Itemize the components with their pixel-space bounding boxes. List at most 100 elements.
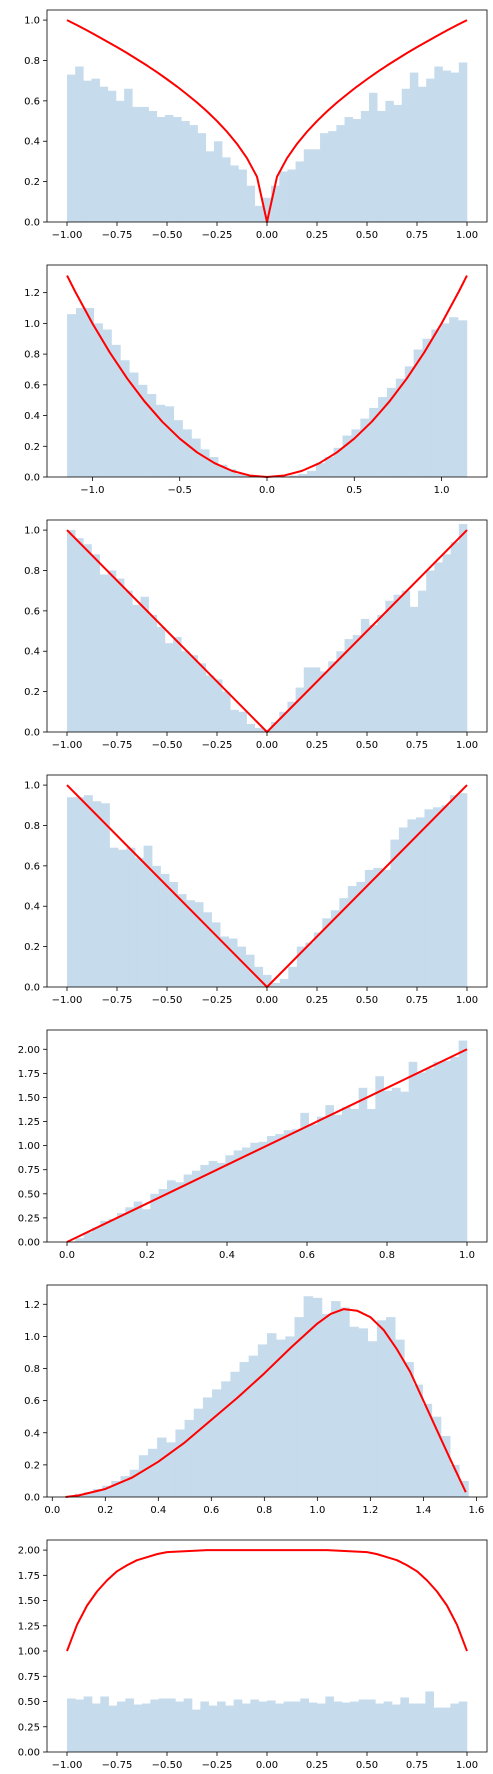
y-tick-label: 0.2 <box>24 177 40 188</box>
y-tick-label: 1.75 <box>18 1069 40 1080</box>
histogram-bar <box>115 578 125 732</box>
histogram-bar <box>425 1691 434 1752</box>
subplot-7: −1.00 −0.75 −0.50 −0.25 0.00 0.25 0.50 0.75 1.00… <box>18 1539 488 1771</box>
y-tick-label: 0.2 <box>24 942 40 953</box>
histogram-bar <box>212 1389 222 1497</box>
x-tick-label: 1.00 <box>456 1760 478 1771</box>
histogram-bar <box>392 1087 401 1242</box>
histogram-bar <box>367 1341 378 1497</box>
histogram-bar <box>150 1193 159 1242</box>
y-tick-label: 0.00 <box>18 1238 40 1249</box>
histogram-bar <box>306 470 317 477</box>
histogram-bar <box>417 1703 426 1752</box>
x-tick-label: 1.0 <box>434 485 450 496</box>
histogram-bar <box>75 1238 84 1242</box>
histogram-bar <box>303 667 313 732</box>
histogram-bar <box>254 205 264 222</box>
histogram-bar <box>208 1161 218 1242</box>
histogram-bars <box>75 1040 468 1242</box>
histogram-bar <box>344 639 354 732</box>
histogram-bar <box>250 1699 259 1752</box>
x-tick-label: 0.0 <box>44 1505 60 1516</box>
histogram-bar <box>308 1124 318 1242</box>
y-tick-label: 1.2 <box>24 288 40 299</box>
histogram-bar <box>449 317 459 477</box>
x-tick-label: 0.0 <box>59 1250 75 1261</box>
histogram-bar <box>111 1480 121 1497</box>
x-tick-label: 0.6 <box>299 1250 315 1261</box>
histogram-bar <box>322 918 332 987</box>
histogram-bar <box>422 1403 433 1497</box>
histogram-bar <box>342 435 352 477</box>
histogram-bar <box>140 106 149 222</box>
histogram-bar <box>350 1109 359 1242</box>
histogram-bar <box>294 1317 304 1497</box>
histogram-bar <box>413 1384 423 1497</box>
histogram-bar <box>325 1105 334 1242</box>
histogram-bar <box>271 982 281 987</box>
histogram-bar <box>342 1107 351 1242</box>
histogram-bar <box>279 978 289 987</box>
histogram-bar <box>192 1170 201 1242</box>
histogram-bar <box>283 1701 293 1752</box>
axes-frame <box>46 1029 488 1243</box>
histogram-bar <box>331 1301 341 1497</box>
histogram-bar <box>267 1700 276 1752</box>
x-tick-label: 0.75 <box>406 230 428 241</box>
histogram-bar <box>369 407 379 477</box>
y-tick-label: 0.25 <box>18 1722 40 1733</box>
histogram-bar <box>233 1150 243 1242</box>
x-tick-label: −0.75 <box>102 740 133 751</box>
histogram-bar <box>321 1313 332 1497</box>
histogram-bar <box>200 1164 209 1242</box>
y-tick-label: 1.0 <box>24 16 40 27</box>
histogram-bar <box>230 1371 240 1497</box>
histogram-bar <box>117 1701 126 1752</box>
histogram-bar <box>160 873 170 987</box>
histogram-bar <box>205 675 215 732</box>
density-curve <box>66 1549 468 1652</box>
histogram-bar <box>311 149 321 222</box>
histogram-bar <box>102 1485 112 1497</box>
histogram-bar <box>442 1060 451 1242</box>
histogram-bar <box>360 110 370 222</box>
x-tick-label: 1.6 <box>468 1505 484 1516</box>
subplot-1: −1.00 −0.75 −0.50 −0.25 0.00 0.25 0.50 0.75 1.00… <box>24 9 488 241</box>
density-curve <box>65 1308 467 1498</box>
x-tick-label: 0.6 <box>203 1505 219 1516</box>
histogram-bar <box>189 125 198 222</box>
histogram-bar <box>440 1435 451 1497</box>
histogram-bar <box>99 86 109 222</box>
y-tick-label: 0.75 <box>18 1165 40 1176</box>
histogram-bar <box>383 1090 393 1242</box>
histogram-bar <box>156 627 166 732</box>
histogram-bar <box>237 946 247 987</box>
y-tick-label: 0.50 <box>18 1189 40 1200</box>
histogram-bar <box>358 1328 369 1497</box>
histogram-bar <box>450 1464 460 1497</box>
histogram-bar <box>434 66 443 223</box>
histogram-bar <box>108 1218 118 1242</box>
y-tick-label: 1.2 <box>24 1300 40 1311</box>
histogram-bar <box>222 157 231 222</box>
histogram-bar <box>271 185 280 222</box>
histogram-bar <box>92 801 102 987</box>
histogram-bar <box>377 614 386 732</box>
histogram-bar <box>184 1419 195 1497</box>
histogram-bar <box>442 554 451 732</box>
x-tick-label: −0.75 <box>102 995 133 1006</box>
histogram-bar <box>92 1703 101 1752</box>
histogram-bar <box>458 62 468 222</box>
x-tick-label: 0.00 <box>256 995 278 1006</box>
histogram-bar <box>458 1701 468 1752</box>
histogram-bar <box>155 404 166 477</box>
y-tick-label: 0.8 <box>24 566 40 577</box>
y-tick-label: 1.0 <box>24 781 40 792</box>
histogram-bar <box>166 1442 176 1497</box>
histogram-bar <box>67 314 77 477</box>
histogram-bar <box>115 100 125 222</box>
histogram-bar <box>120 1476 130 1497</box>
histogram-bar <box>208 1705 218 1752</box>
y-tick-label: 0.4 <box>24 902 40 913</box>
